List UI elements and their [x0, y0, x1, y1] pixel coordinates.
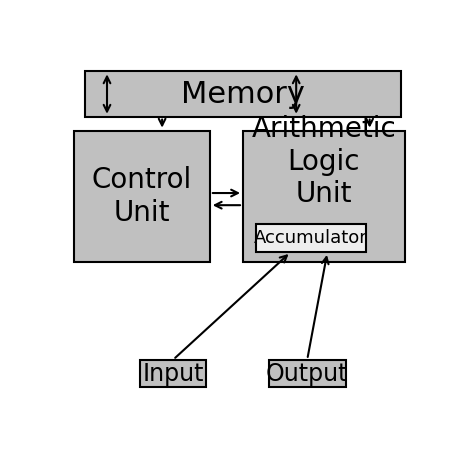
Text: Accumulator: Accumulator	[254, 229, 368, 247]
FancyBboxPatch shape	[256, 224, 366, 252]
Text: Input: Input	[142, 362, 204, 386]
FancyBboxPatch shape	[85, 71, 401, 117]
Text: Arithmetic
Logic
Unit: Arithmetic Logic Unit	[251, 115, 396, 208]
FancyBboxPatch shape	[74, 130, 210, 262]
Text: Output: Output	[266, 362, 348, 386]
Text: Control
Unit: Control Unit	[92, 166, 192, 227]
FancyBboxPatch shape	[140, 360, 206, 387]
FancyBboxPatch shape	[269, 360, 346, 387]
Text: Memory: Memory	[181, 79, 305, 109]
FancyBboxPatch shape	[243, 130, 405, 262]
